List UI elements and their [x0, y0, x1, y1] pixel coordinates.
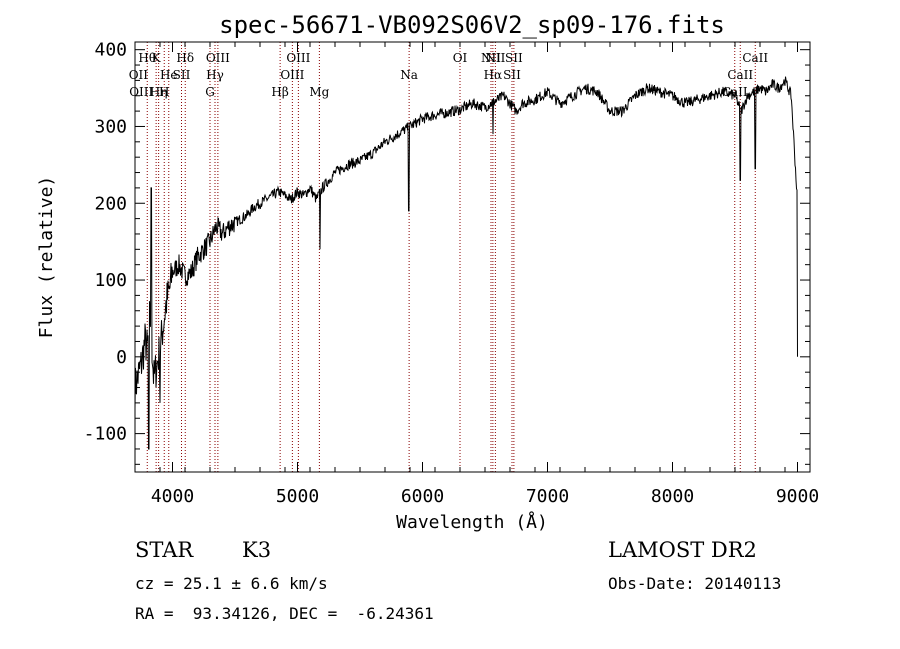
- line-label: Hα: [484, 68, 503, 82]
- line-label: Hγ: [206, 68, 224, 82]
- coordinates: RA = 93.34126, DEC = -6.24361: [135, 604, 434, 623]
- line-label: CaII: [742, 51, 768, 65]
- x-tick-label: 8000: [651, 486, 694, 507]
- object-class: STAR: [135, 538, 194, 562]
- x-axis-label: Wavelength (Å): [396, 511, 548, 533]
- line-label: Hη: [150, 85, 168, 99]
- flux-line: [134, 76, 798, 450]
- line-label: SII: [173, 68, 191, 82]
- line-label: OIII: [129, 85, 153, 99]
- x-tick-label: 9000: [776, 486, 819, 507]
- y-tick-label: 300: [94, 116, 127, 137]
- y-tick-label: 0: [116, 347, 127, 368]
- plot-frame: [134, 41, 811, 473]
- line-label: Mg: [309, 85, 329, 99]
- obs-date: Obs-Date: 20140113: [608, 574, 782, 593]
- line-label: Hδ: [176, 51, 194, 65]
- line-label: G: [205, 85, 215, 99]
- line-label: Na: [400, 68, 418, 82]
- line-label: Hθ: [138, 51, 156, 65]
- line-label: OI: [453, 51, 468, 65]
- line-label: OIII: [286, 51, 310, 65]
- x-tick-label: 7000: [526, 486, 569, 507]
- y-tick-label: 200: [94, 193, 127, 214]
- line-label: NII: [485, 51, 505, 65]
- chart-title: spec-56671-VB092S06V2_sp09-176.fits: [219, 11, 725, 39]
- y-tick-label: 100: [94, 270, 127, 291]
- x-tick-label: 5000: [276, 486, 319, 507]
- line-label: OII: [129, 68, 149, 82]
- line-label: SII: [503, 68, 521, 82]
- x-tick-label: 6000: [401, 486, 444, 507]
- survey-name: LAMOST DR2: [608, 538, 757, 562]
- line-label: SII: [505, 51, 523, 65]
- y-axis-label: Flux (relative): [36, 176, 57, 339]
- line-label: K: [152, 51, 162, 65]
- line-label: OIII: [206, 51, 230, 65]
- line-label: CaII: [727, 68, 753, 82]
- redshift-readout: cz = 25.1 ± 6.6 km/s: [135, 574, 328, 593]
- spectral-line-markers: [146, 42, 756, 472]
- y-tick-label: 400: [94, 40, 127, 61]
- y-tick-label: -100: [84, 424, 127, 445]
- x-tick-label: 4000: [151, 486, 194, 507]
- axes: 4000 5000 6000 7000 8000 9000 -100 0 100 200 300 40…: [84, 40, 820, 507]
- flux-series: [134, 76, 798, 450]
- line-label: NII: [481, 51, 501, 65]
- line-label: OIII: [280, 68, 304, 82]
- line-label: He: [160, 68, 178, 82]
- object-subclass: K3: [242, 538, 272, 562]
- line-label: CaII: [722, 85, 748, 99]
- line-label: H: [159, 85, 169, 99]
- line-label: Hβ: [271, 85, 288, 99]
